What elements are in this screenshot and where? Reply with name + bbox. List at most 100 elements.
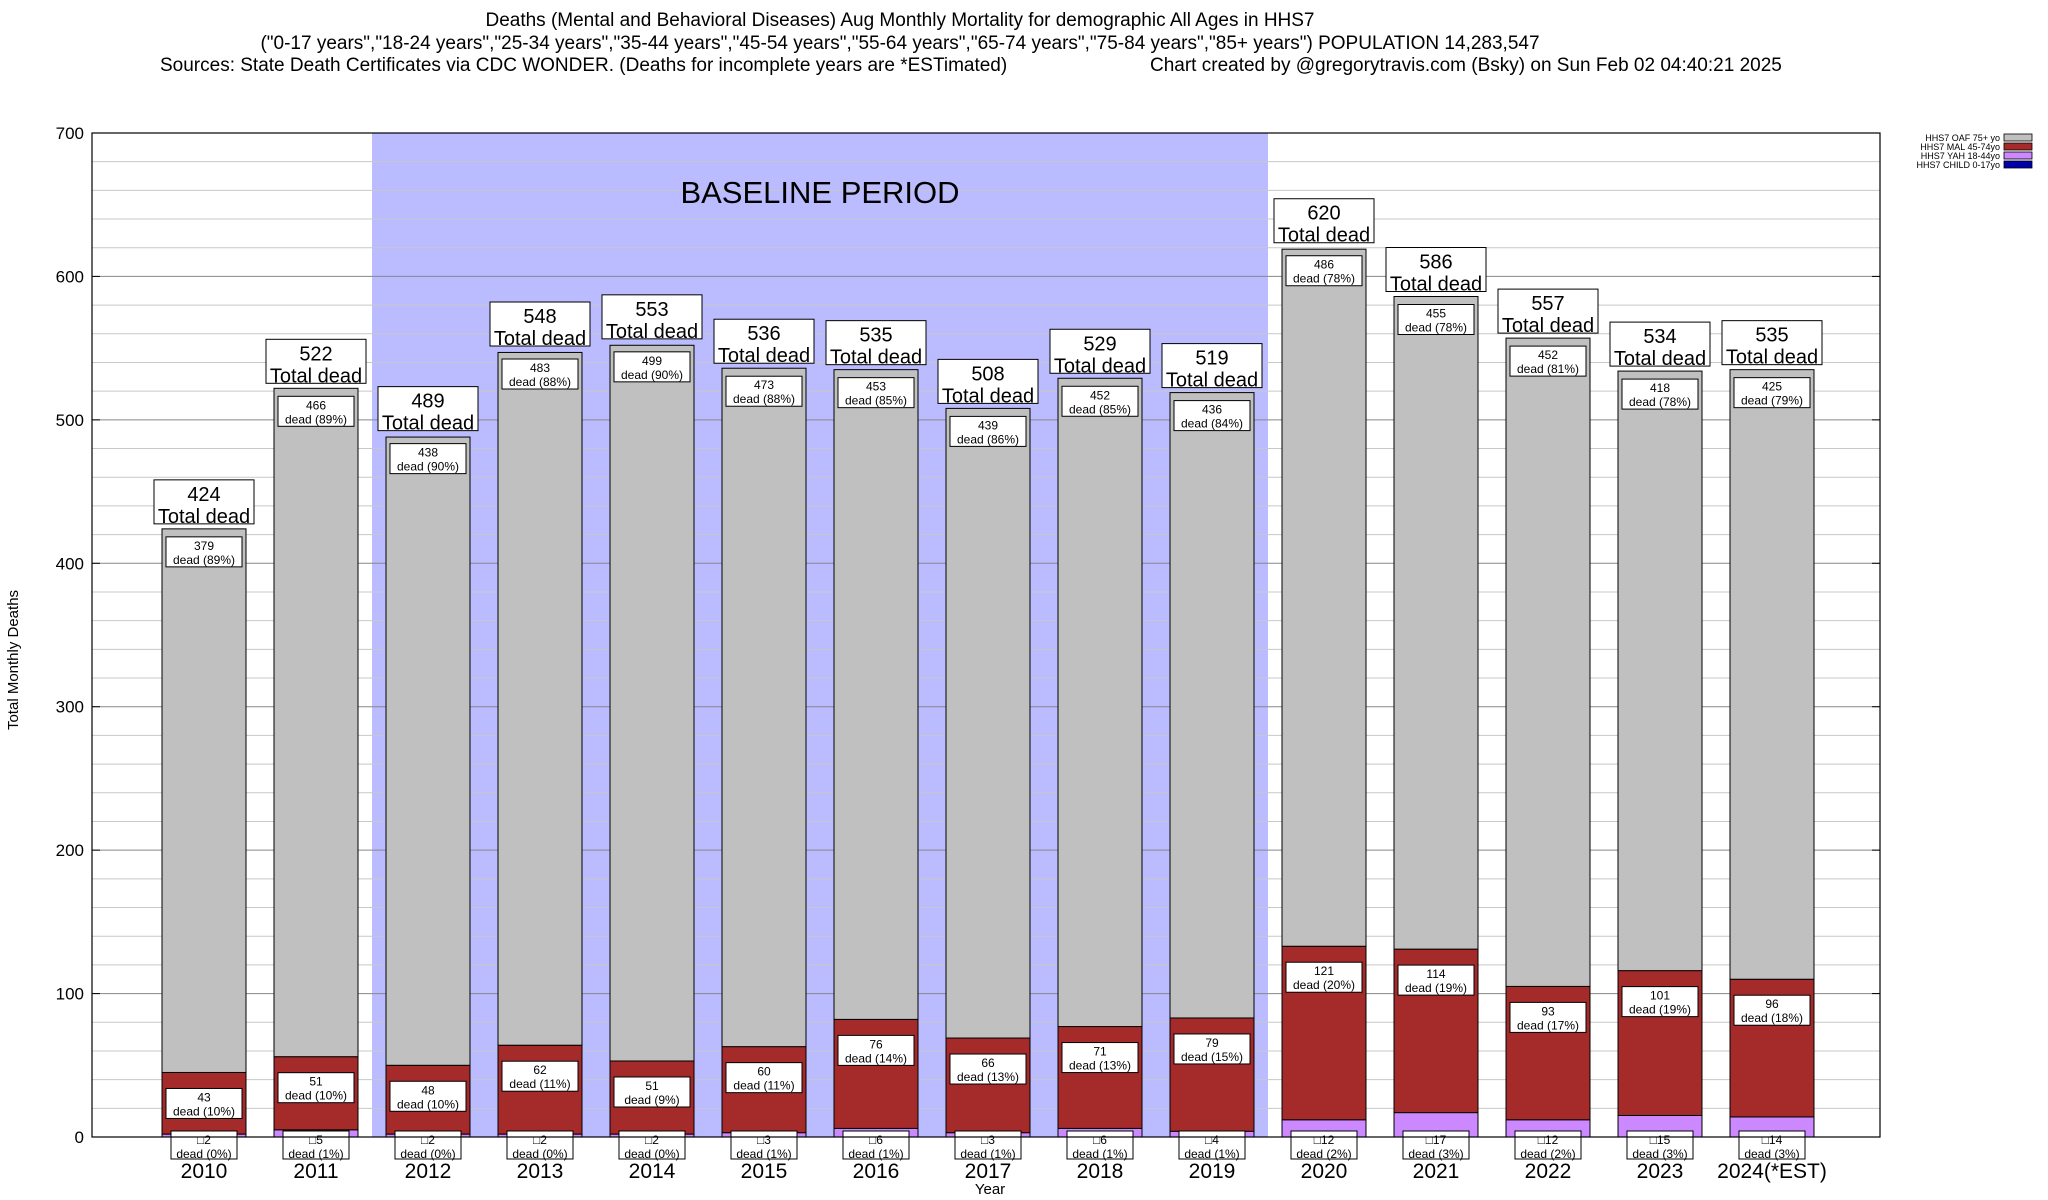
label-text: dead (11%) <box>733 1079 794 1093</box>
label-text: dead (15%) <box>1181 1050 1243 1064</box>
label-text: dead (79%) <box>1741 394 1803 408</box>
bar-segment <box>1057 377 1143 1028</box>
bar-segment <box>1729 369 1815 980</box>
label-text: Total dead <box>1726 347 1818 369</box>
legend-swatch <box>2003 151 2033 160</box>
label-value: 425 <box>1762 380 1782 394</box>
label-box <box>1397 304 1475 336</box>
label-text: dead (85%) <box>1069 402 1131 416</box>
label-value: 483 <box>530 361 550 375</box>
x-tick-label: 2013 <box>517 1160 564 1183</box>
label-text: dead (78%) <box>1405 321 1467 335</box>
label-value: 452 <box>1090 388 1110 402</box>
label-text: dead (10%) <box>173 1104 235 1118</box>
label-text: dead (3%) <box>1408 1147 1463 1161</box>
label-value: □17 <box>1426 1133 1447 1147</box>
bar-segment <box>721 367 807 1048</box>
label-text: dead (20%) <box>1293 978 1355 992</box>
label-box <box>837 1034 915 1066</box>
label-box <box>1509 345 1587 377</box>
x-tick-label: 2021 <box>1413 1160 1460 1183</box>
label-value: 620 <box>1307 203 1340 225</box>
label-value: 51 <box>309 1075 323 1089</box>
y-tick-label: 700 <box>56 124 84 143</box>
y-tick-label: 300 <box>56 698 84 717</box>
label-text: Total dead <box>718 345 810 367</box>
label-box <box>1738 1130 1806 1160</box>
label-box <box>1273 198 1375 244</box>
label-text: dead (88%) <box>509 375 571 389</box>
label-value: 76 <box>869 1037 883 1051</box>
label-value: 529 <box>1083 333 1116 355</box>
label-box <box>506 1130 574 1160</box>
label-box <box>842 1130 910 1160</box>
credit-note: Chart created by @gregorytravis.com (Bsk… <box>1150 55 1782 76</box>
x-tick-label: 2015 <box>741 1160 788 1183</box>
label-box <box>165 1087 243 1119</box>
label-box <box>613 1076 691 1108</box>
label-value: 522 <box>299 343 332 365</box>
legend-label: HHS7 CHILD 0-17yo <box>1916 160 2000 170</box>
label-text: dead (1%) <box>960 1147 1015 1161</box>
x-tick-label: 2012 <box>405 1160 452 1183</box>
label-box <box>949 415 1027 447</box>
label-text: dead (81%) <box>1517 362 1579 376</box>
bar-segment <box>945 407 1031 1039</box>
label-value: 71 <box>1093 1045 1107 1059</box>
label-value: □12 <box>1314 1133 1335 1147</box>
y-tick-label: 500 <box>56 411 84 430</box>
label-box <box>277 1072 355 1104</box>
label-text: dead (84%) <box>1181 417 1243 431</box>
label-box <box>489 301 591 347</box>
legend-swatch <box>2003 142 2033 151</box>
label-text: dead (19%) <box>1629 1003 1691 1017</box>
label-text: Total dead <box>494 328 586 350</box>
label-value: 489 <box>411 391 444 413</box>
label-text: dead (78%) <box>1629 395 1691 409</box>
label-value: □2 <box>533 1133 547 1147</box>
label-box <box>949 1053 1027 1085</box>
bar-segment <box>833 369 919 1020</box>
label-value: 499 <box>642 354 662 368</box>
chart-subtitle: ("0-17 years","18-24 years","25-34 years… <box>260 33 1540 54</box>
label-value: 473 <box>754 378 774 392</box>
label-text: dead (90%) <box>621 368 683 382</box>
label-box <box>1061 1042 1139 1074</box>
label-box <box>613 351 691 383</box>
label-value: □14 <box>1762 1133 1783 1147</box>
label-value: 508 <box>971 363 1004 385</box>
x-axis-label: Year <box>975 1181 1005 1198</box>
label-text: dead (0%) <box>624 1147 679 1161</box>
label-box <box>1173 400 1251 432</box>
label-text: Total dead <box>270 365 362 387</box>
bar-segment <box>1057 1026 1143 1129</box>
bar-segment <box>497 351 583 1046</box>
label-box <box>1397 964 1475 996</box>
label-value: 418 <box>1650 381 1670 395</box>
label-text: Total dead <box>1614 348 1706 370</box>
label-value: 455 <box>1426 307 1446 321</box>
